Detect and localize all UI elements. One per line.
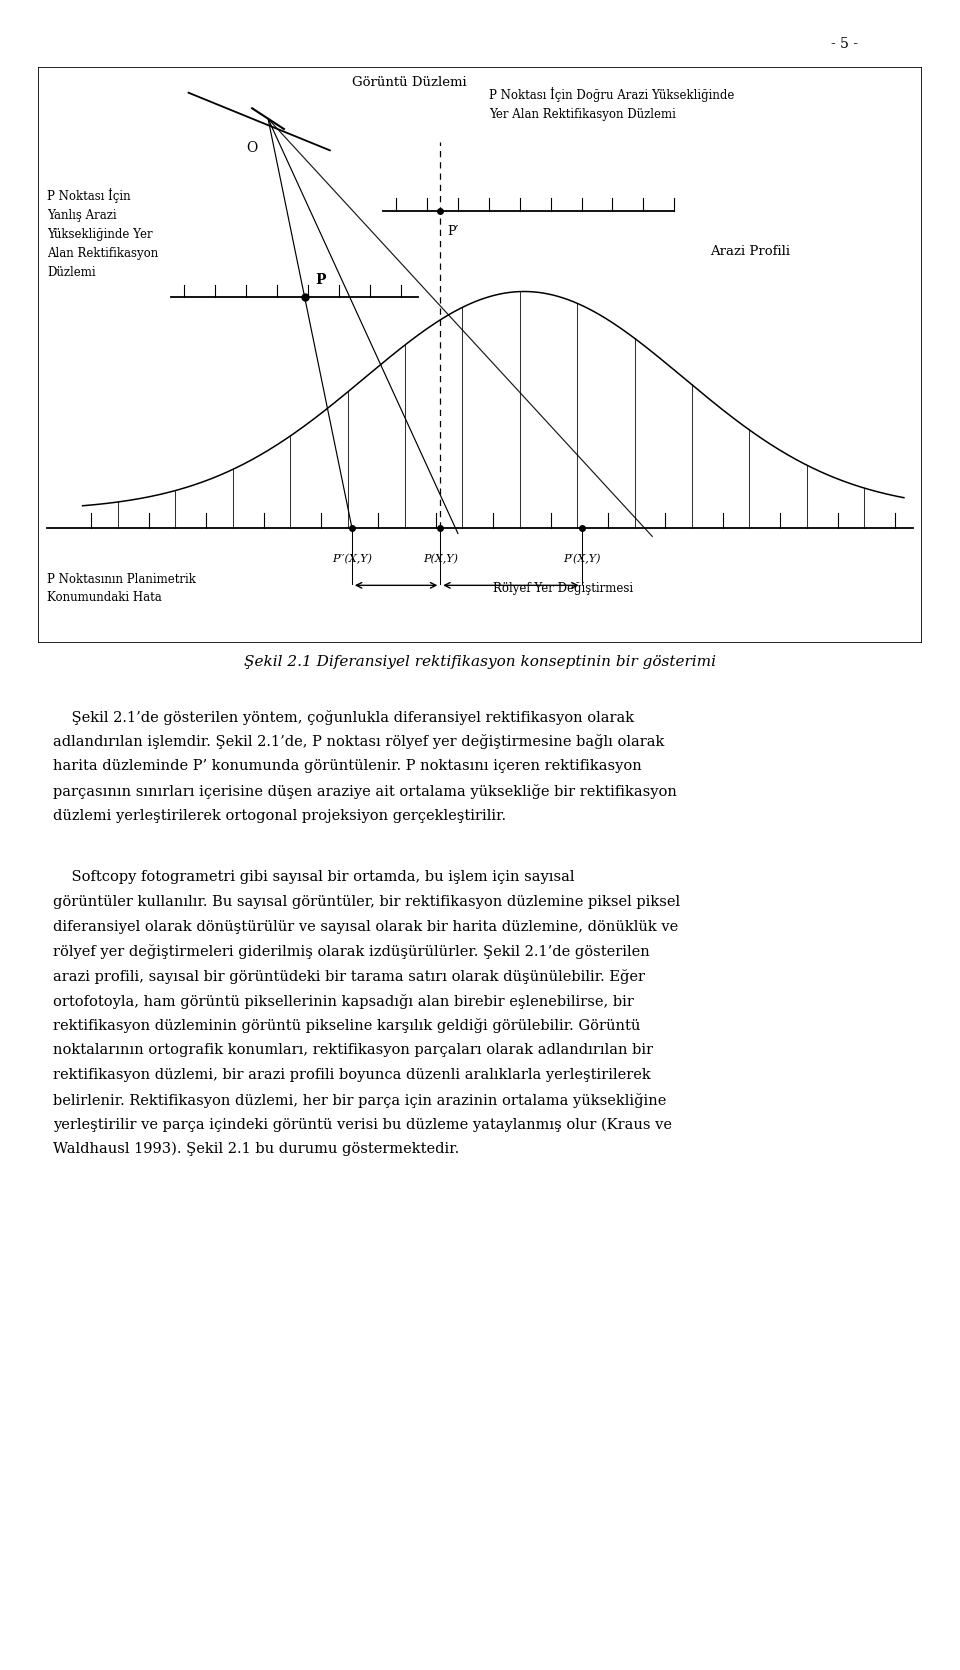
Text: Görüntü Düzlemi: Görüntü Düzlemi [352, 77, 467, 90]
Text: belirlenir. Rektifikasyon düzlemi, her bir parça için arazinin ortalama yüksekli: belirlenir. Rektifikasyon düzlemi, her b… [53, 1092, 666, 1107]
Text: Softcopy fotogrametri gibi sayısal bir ortamda, bu işlem için sayısal: Softcopy fotogrametri gibi sayısal bir o… [53, 870, 574, 883]
Text: Rölyef Yer Değiştirmesi: Rölyef Yer Değiştirmesi [493, 581, 634, 595]
Text: P: P [315, 272, 325, 287]
Text: harita düzleminde P’ konumunda görüntülenir. P noktasını içeren rektifikasyon: harita düzleminde P’ konumunda görüntüle… [53, 760, 641, 773]
Text: düzlemi yerleştirilerek ortogonal projeksiyon gerçekleştirilir.: düzlemi yerleştirilerek ortogonal projek… [53, 808, 506, 823]
Text: rektifikasyon düzleminin görüntü pikseline karşılık geldiği görülebilir. Görüntü: rektifikasyon düzleminin görüntü pikseli… [53, 1019, 640, 1034]
Text: diferansiyel olarak dönüştürülür ve sayısal olarak bir harita düzlemine, dönüklü: diferansiyel olarak dönüştürülür ve sayı… [53, 920, 678, 934]
Text: P′′(X,Y): P′′(X,Y) [332, 554, 372, 564]
Text: rölyef yer değiştirmeleri giderilmiş olarak izdüşürülürler. Şekil 2.1’de gösteri: rölyef yer değiştirmeleri giderilmiş ola… [53, 944, 650, 959]
Text: P Noktası İçin Doğru Arazi Yüksekliğinde
Yer Alan Rektifikasyon Düzlemi: P Noktası İçin Doğru Arazi Yüksekliğinde… [489, 87, 734, 122]
Text: noktalarının ortografik konumları, rektifikasyon parçaları olarak adlandırılan b: noktalarının ortografik konumları, rekti… [53, 1044, 653, 1057]
Text: yerleştirilir ve parça içindeki görüntü verisi bu düzleme yataylanmış olur (Krau: yerleştirilir ve parça içindeki görüntü … [53, 1117, 672, 1132]
Text: Waldhausl 1993). Şekil 2.1 bu durumu göstermektedir.: Waldhausl 1993). Şekil 2.1 bu durumu gös… [53, 1142, 459, 1156]
Text: P′: P′ [447, 225, 459, 239]
Text: görüntüler kullanılır. Bu sayısal görüntüler, bir rektifikasyon düzlemine piksel: görüntüler kullanılır. Bu sayısal görünt… [53, 895, 680, 908]
Text: P Noktasının Planimetrik
Konumundaki Hata: P Noktasının Planimetrik Konumundaki Hat… [47, 573, 196, 605]
Text: P(X,Y): P(X,Y) [422, 554, 458, 564]
Text: O: O [247, 140, 257, 155]
Text: adlandırılan işlemdir. Şekil 2.1’de, P noktası rölyef yer değiştirmesine bağlı o: adlandırılan işlemdir. Şekil 2.1’de, P n… [53, 735, 664, 750]
Text: ortofotoyla, ham görüntü piksellerinin kapsadığı alan birebir eşlenebilirse, bir: ortofotoyla, ham görüntü piksellerinin k… [53, 994, 634, 1009]
Text: Şekil 2.1’de gösterilen yöntem, çoğunlukla diferansiyel rektifikasyon olarak: Şekil 2.1’de gösterilen yöntem, çoğunluk… [53, 710, 634, 725]
Text: Arazi Profili: Arazi Profili [709, 245, 790, 257]
Text: - 5 -: - 5 - [831, 37, 858, 50]
Text: P Noktası İçin
Yanlış Arazi
Yüksekliğinde Yer
Alan Rektifikasyon
Düzlemi: P Noktası İçin Yanlış Arazi Yüksekliğind… [47, 189, 158, 279]
Text: Şekil 2.1 Diferansiyel rektifikasyon konseptinin bir gösterimi: Şekil 2.1 Diferansiyel rektifikasyon kon… [244, 655, 716, 668]
Text: rektifikasyon düzlemi, bir arazi profili boyunca düzenli aralıklarla yerleştiril: rektifikasyon düzlemi, bir arazi profili… [53, 1067, 651, 1082]
Text: P′(X,Y): P′(X,Y) [563, 554, 600, 564]
Text: parçasının sınırları içerisine düşen araziye ait ortalama yüksekliğe bir rektifi: parçasının sınırları içerisine düşen ara… [53, 783, 677, 798]
Text: arazi profili, sayısal bir görüntüdeki bir tarama satırı olarak düşünülebilir. E: arazi profili, sayısal bir görüntüdeki b… [53, 969, 645, 984]
FancyBboxPatch shape [38, 67, 922, 643]
